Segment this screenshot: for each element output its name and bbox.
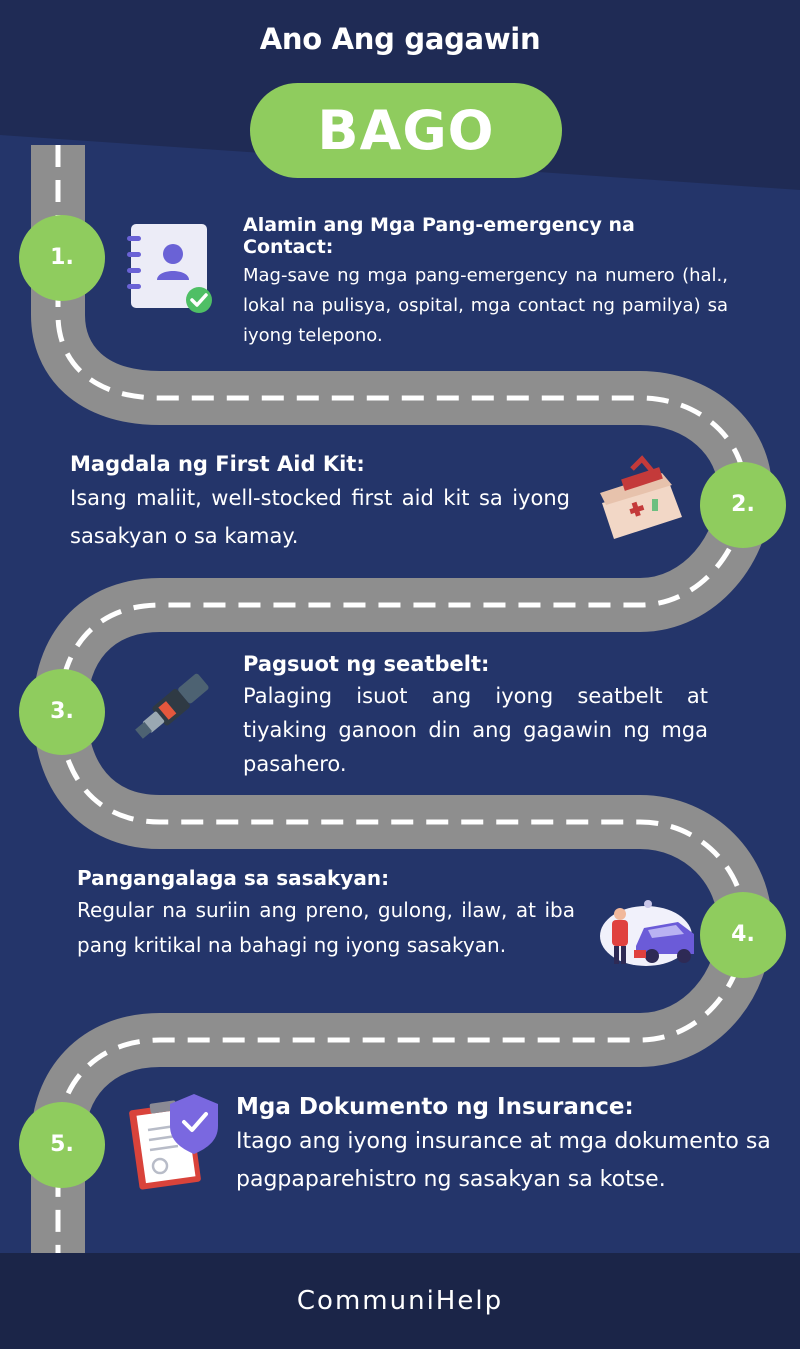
- step-3-number: 3.: [19, 669, 105, 755]
- step-4-number: 4.: [700, 892, 786, 978]
- step-4-heading: Pangangalaga sa sasakyan:: [77, 866, 390, 890]
- step-1-body: Mag-save ng mga pang-emergency na numero…: [243, 265, 728, 346]
- step-2-body: Isang maliit, well-stocked first aid kit…: [70, 486, 570, 548]
- step-2-heading: Magdala ng First Aid Kit:: [70, 452, 365, 476]
- car-maintenance-icon: [600, 900, 694, 966]
- step-1-heading: Alamin ang Mga Pang-emergency na Contact…: [243, 214, 635, 258]
- footer-brand: CommuniHelp: [296, 1286, 504, 1316]
- step-1-text: Alamin ang Mga Pang-emergency na Contact…: [243, 214, 728, 351]
- step-2-number: 2.: [700, 462, 786, 548]
- first-aid-kit-icon: [600, 455, 682, 539]
- step-2-text: Magdala ng First Aid Kit: Isang maliit, …: [70, 452, 570, 555]
- step-4-text: Pangangalaga sa sasakyan: Regular na sur…: [77, 866, 575, 963]
- step-5-body: Itago ang iyong insurance at mga dokumen…: [236, 1129, 771, 1192]
- step-3-text: Pagsuot ng seatbelt: Palaging isuot ang …: [243, 652, 708, 781]
- step-5-text: Mga Dokumento ng Insurance: Itago ang iy…: [236, 1094, 776, 1199]
- footer-bar: CommuniHelp: [0, 1253, 800, 1349]
- bago-badge: BAGO: [250, 83, 562, 178]
- step-5-number: 5.: [19, 1102, 105, 1188]
- insurance-document-icon: [129, 1094, 218, 1190]
- step-3-body: Palaging isuot ang iyong seatbelt at tiy…: [243, 684, 708, 776]
- seatbelt-icon: [135, 673, 209, 739]
- page-title: Ano Ang gagawin: [259, 22, 541, 56]
- step-4-body: Regular na suriin ang preno, gulong, ila…: [77, 898, 575, 957]
- step-5-heading: Mga Dokumento ng Insurance:: [236, 1094, 634, 1120]
- step-3-heading: Pagsuot ng seatbelt:: [243, 652, 490, 676]
- step-1-number: 1.: [19, 215, 105, 301]
- contact-book-icon: [127, 224, 212, 313]
